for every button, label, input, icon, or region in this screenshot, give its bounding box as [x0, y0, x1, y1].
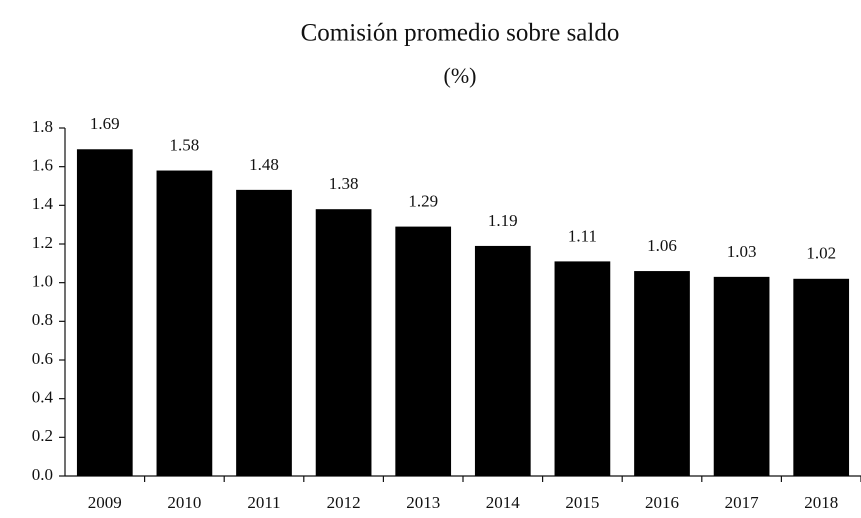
y-tick-label: 0.6: [32, 349, 53, 368]
y-tick-label: 1.0: [32, 272, 53, 291]
bar: [793, 278, 850, 476]
x-tick-label: 2011: [247, 493, 280, 512]
bar: [395, 226, 452, 476]
y-tick-label: 1.4: [32, 194, 54, 213]
chart-title: Comisión promedio sobre saldo: [301, 20, 620, 47]
bar: [315, 209, 372, 476]
x-tick-label: 2010: [167, 493, 201, 512]
x-tick-label: 2017: [725, 493, 760, 512]
chart-subtitle: (%): [444, 63, 477, 88]
data-label: 1.06: [647, 236, 677, 255]
x-tick-label: 2013: [406, 493, 440, 512]
y-tick-label: 0.4: [32, 388, 54, 407]
x-tick-label: 2014: [486, 493, 521, 512]
bar: [554, 261, 611, 476]
data-label: 1.69: [90, 114, 120, 133]
x-tick-label: 2016: [645, 493, 679, 512]
y-tick-label: 1.8: [32, 117, 53, 136]
x-tick-label: 2009: [88, 493, 122, 512]
y-tick-label: 0.0: [32, 465, 53, 484]
x-tick-label: 2018: [804, 493, 838, 512]
bar: [713, 276, 770, 476]
y-tick-label: 0.2: [32, 426, 53, 445]
x-tick-label: 2015: [565, 493, 599, 512]
bar: [634, 271, 690, 476]
y-tick-label: 1.2: [32, 233, 53, 252]
y-tick-label: 0.8: [32, 310, 53, 329]
bar: [236, 189, 292, 476]
bar: [474, 245, 531, 476]
data-label: 1.38: [329, 174, 359, 193]
data-label: 1.03: [727, 242, 757, 261]
x-tick-label: 2012: [327, 493, 361, 512]
data-label: 1.19: [488, 211, 518, 230]
data-label: 1.48: [249, 155, 279, 174]
bar: [76, 149, 133, 476]
bar: [156, 170, 213, 477]
data-label: 1.11: [568, 226, 597, 245]
y-tick-label: 1.6: [32, 156, 53, 175]
data-label: 1.58: [170, 135, 200, 154]
data-label: 1.29: [408, 192, 438, 211]
data-label: 1.02: [806, 244, 836, 263]
